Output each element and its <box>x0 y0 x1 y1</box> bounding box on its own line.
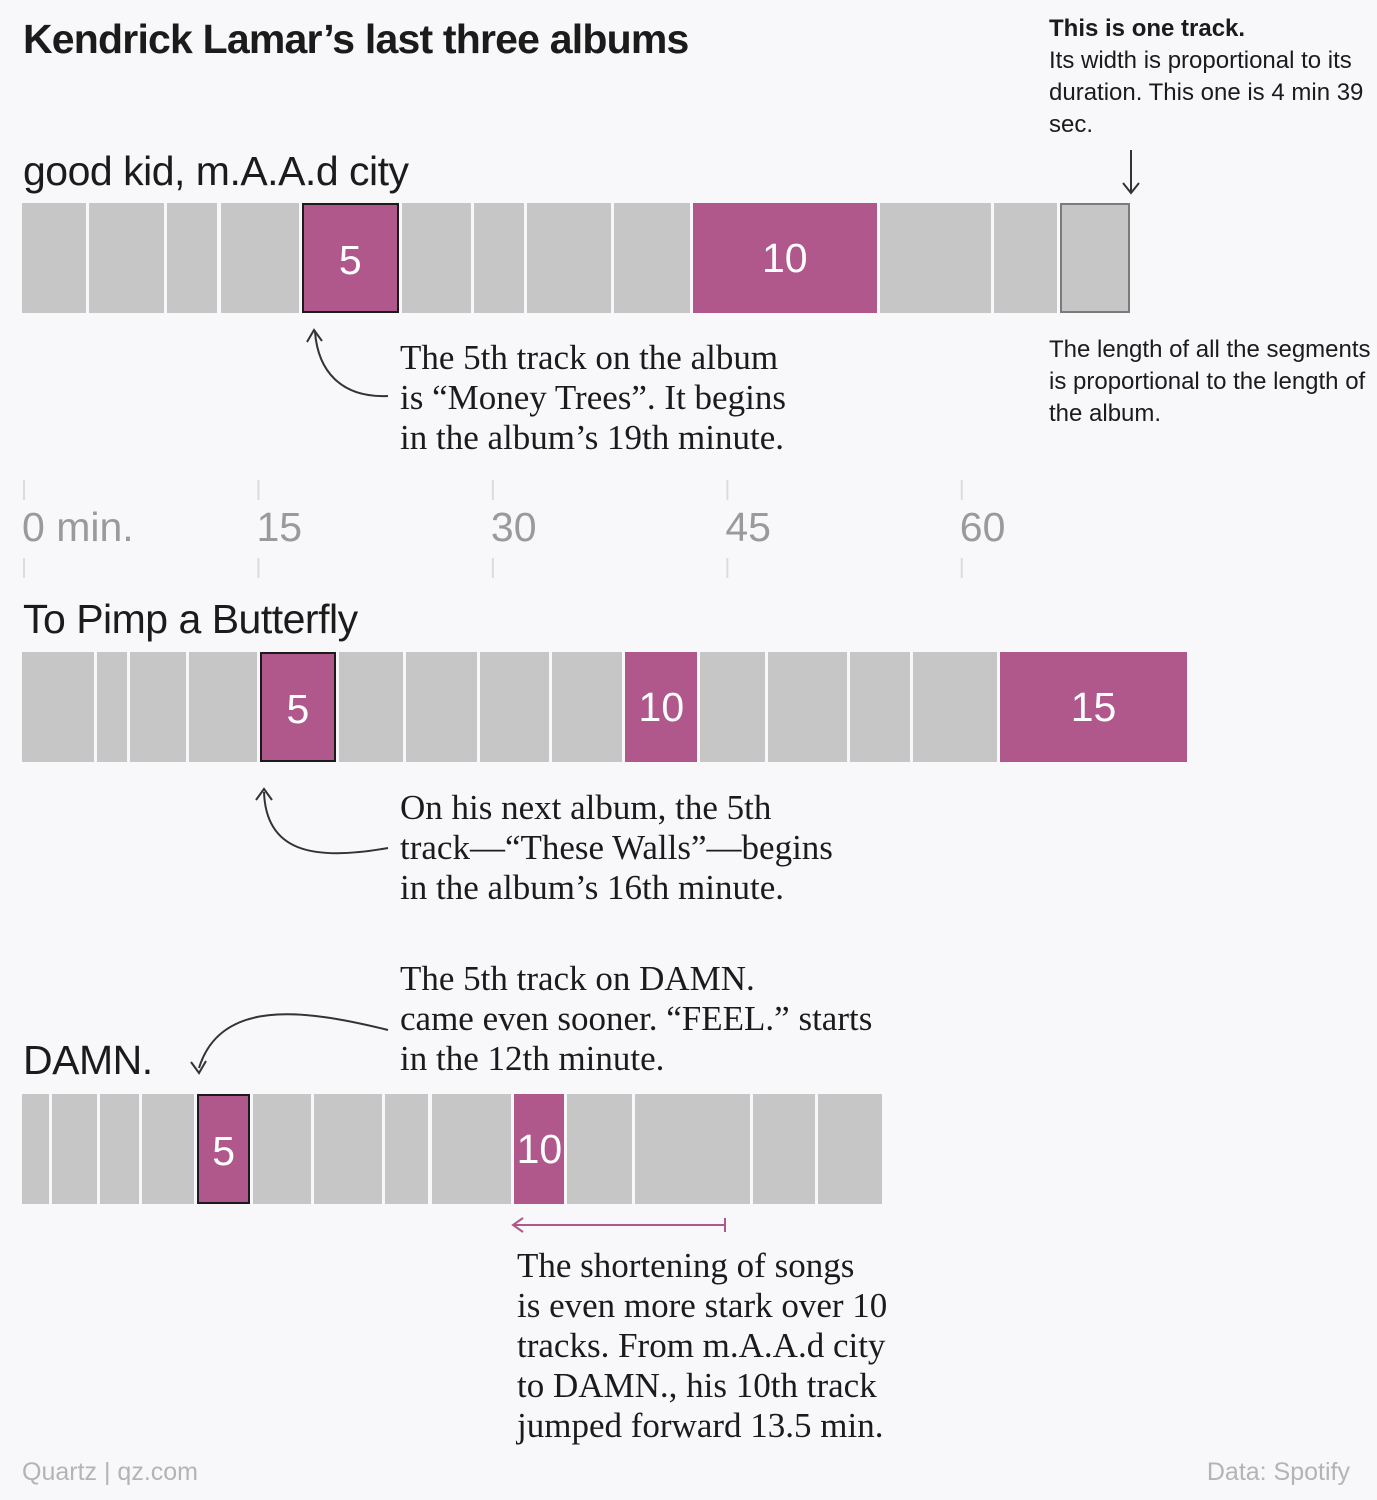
damn-note: The 5th track on DAMN. came even sooner.… <box>400 959 1000 1079</box>
track-segment <box>401 203 471 313</box>
track-segment <box>97 652 127 762</box>
footer-source-brand: Quartz | qz.com <box>22 1458 198 1486</box>
track-number-label: 5 <box>286 686 310 732</box>
track-segment: 10 <box>625 652 698 762</box>
track-segment <box>479 652 549 762</box>
track-segment <box>129 652 187 762</box>
time-axis: 0 min. 15 30 45 60 <box>0 478 1377 580</box>
track-segment <box>22 652 95 762</box>
chart-title: Kendrick Lamar’s last three albums <box>23 16 689 62</box>
axis-tick-label: 60 <box>959 504 1006 550</box>
track-segment <box>567 1094 632 1204</box>
damn-note-line: The 5th track on DAMN. <box>400 959 755 998</box>
track-number-label: 15 <box>1070 684 1117 730</box>
track-number-label: 10 <box>761 235 808 281</box>
track-segment <box>994 203 1057 313</box>
track-number-label: 10 <box>516 1126 563 1172</box>
track-segment <box>614 203 690 313</box>
album-title-damn: DAMN. <box>23 1037 153 1083</box>
track-segment <box>253 1094 312 1204</box>
track-segment <box>100 1094 140 1204</box>
track-segment <box>142 1094 195 1204</box>
track-segment <box>634 1094 751 1204</box>
track-segment <box>526 203 612 313</box>
track-segment <box>880 203 992 313</box>
damn-curve-arrow <box>198 1013 389 1069</box>
shift-arrow-head <box>511 1217 524 1233</box>
track-number-label: 5 <box>338 237 362 283</box>
track-segment: 5 <box>259 652 337 762</box>
track-segment: 10 <box>692 203 878 313</box>
footer-data-credit: Data: Spotify <box>1206 1458 1350 1486</box>
track-segment <box>89 203 165 313</box>
tpab-curve-arrow-head <box>255 787 273 801</box>
tpab-note-line: track—“These Walls”—begins <box>400 828 833 867</box>
axis-tick-label: 45 <box>725 504 771 550</box>
track-segment <box>220 203 299 313</box>
album-title-tpab: To Pimp a Butterfly <box>23 596 358 642</box>
gkmc-curve-arrow <box>314 331 389 398</box>
track-segment <box>817 1094 882 1204</box>
damn-note-line: came even sooner. “FEEL.” starts <box>400 999 873 1038</box>
track-segment <box>431 1094 512 1204</box>
track-segment <box>339 652 404 762</box>
damn-curve-arrow-head <box>190 1060 207 1075</box>
track-segment <box>473 203 524 313</box>
track-segment: 15 <box>1000 652 1187 762</box>
shorten-note-line: is even more stark over 10 <box>517 1286 888 1325</box>
shorten-note-line: tracks. From m.A.A.d city <box>517 1326 886 1365</box>
track-segment <box>912 652 998 762</box>
track-segment: 10 <box>514 1094 565 1204</box>
track-segment <box>51 1094 98 1204</box>
track-segment <box>314 1094 382 1204</box>
axis-tick-label: 0 min. <box>22 504 134 550</box>
track-segment <box>189 652 257 762</box>
tpab-curve-arrow <box>263 791 389 855</box>
damn-note-line: in the 12th minute. <box>400 1039 665 1078</box>
tpab-note-line: On his next album, the 5th <box>400 788 772 827</box>
one-track-arrow-head <box>1122 182 1140 195</box>
track-segment <box>850 652 910 762</box>
length-note: The length of all the segments is propor… <box>1049 336 1371 427</box>
gkmc-note: The 5th track on the album is “Money Tre… <box>400 338 960 458</box>
tpab-note-line: in the album’s 16th minute. <box>400 868 784 907</box>
shorten-note-line: jumped forward 13.5 min. <box>517 1406 884 1445</box>
track-segment <box>1059 203 1130 313</box>
one-track-body: Its width is proportional to its duratio… <box>1049 47 1364 138</box>
track-segment <box>753 1094 815 1204</box>
gkmc-note-line: in the album’s 19th minute. <box>400 418 784 457</box>
one-track-heading: This is one track. <box>1049 15 1246 42</box>
track-segment <box>384 1094 429 1204</box>
track-segment <box>551 652 623 762</box>
album-title-gkmc: good kid, m.A.A.d city <box>23 148 409 194</box>
tpab-note: On his next album, the 5th track—“These … <box>400 788 960 908</box>
shorten-note-line: to DAMN., his 10th track <box>517 1366 877 1405</box>
track-number-label: 5 <box>212 1128 236 1174</box>
track-segment <box>406 652 477 762</box>
track-segment <box>22 203 87 313</box>
track-segment <box>167 203 218 313</box>
track-number-label: 10 <box>638 684 685 730</box>
shorten-note-line: The shortening of songs <box>517 1246 855 1285</box>
track-segment <box>700 652 765 762</box>
axis-ticks <box>23 480 963 578</box>
track-segment: 5 <box>301 203 399 313</box>
shorten-note: The shortening of songs is even more sta… <box>517 1246 1077 1446</box>
axis-tick-label: 30 <box>490 504 537 550</box>
gkmc-curve-arrow-head <box>306 328 323 343</box>
gkmc-note-line: The 5th track on the album <box>400 338 779 377</box>
track-segment: 5 <box>197 1094 251 1204</box>
axis-tick-label: 15 <box>256 504 303 550</box>
track-segment <box>22 1094 49 1204</box>
one-track-note: This is one track. Its width is proporti… <box>1049 13 1369 141</box>
gkmc-note-line: is “Money Trees”. It begins <box>400 378 786 417</box>
track-segment <box>767 652 848 762</box>
